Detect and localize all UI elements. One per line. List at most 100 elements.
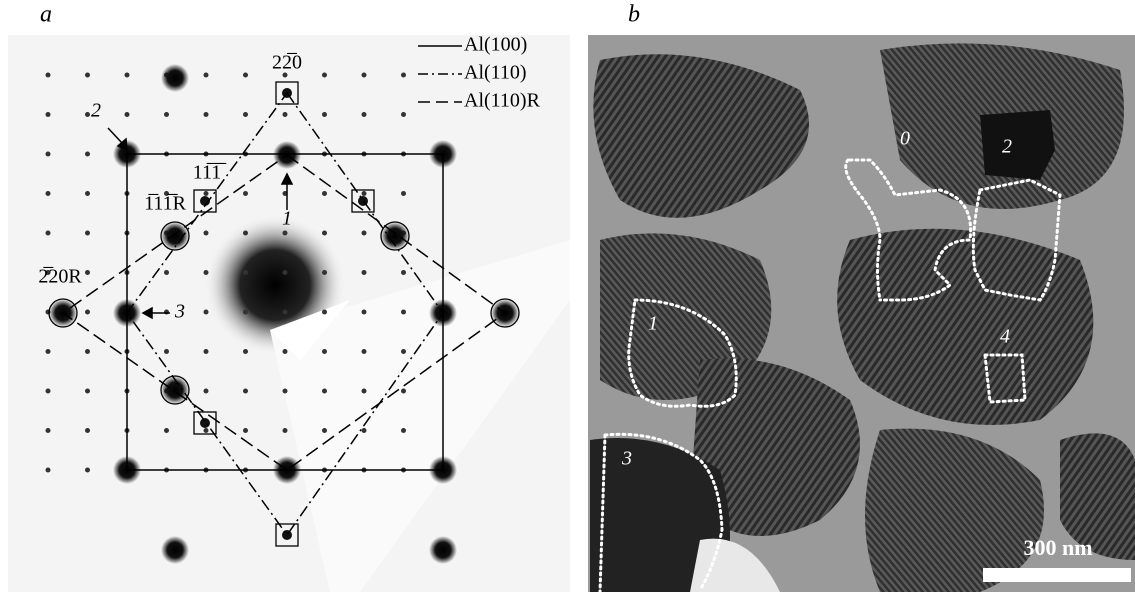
spot [401,191,406,196]
spot [362,73,367,78]
spot [85,468,90,473]
spot [85,112,90,117]
spot [362,310,367,315]
spot [401,389,406,394]
spot [125,112,130,117]
spot [204,428,209,433]
spot [46,349,51,354]
region-label: 3 [621,448,632,470]
region-label: 1 [648,313,658,335]
spot [362,231,367,236]
spot [401,112,406,117]
spot [46,73,51,78]
spot [85,191,90,196]
spot [204,389,209,394]
spot [283,349,288,354]
region-label: 2 [1002,136,1012,158]
legend-entry: Al(110) [464,62,527,84]
spot [362,428,367,433]
spot [322,389,327,394]
scale-bar [983,568,1131,582]
spot [401,270,406,275]
spot [322,428,327,433]
spot [243,191,248,196]
spot [125,73,130,78]
spot [322,231,327,236]
spot [85,73,90,78]
spot [401,428,406,433]
spot [401,310,406,315]
arrow-label: 3 [174,301,185,323]
spot [46,231,51,236]
spot [85,270,90,275]
arrow-label: 1 [282,208,292,230]
spot [243,270,248,275]
spot [204,270,209,275]
spot [161,536,189,564]
spot [283,270,288,275]
panel-label: a [40,2,52,28]
tem-image [588,35,1135,592]
figure: a Al(100) Al(110) Al(110)R 22̅0 11̅1̅ 1̅… [0,0,1135,592]
spot [243,389,248,394]
spot [283,428,288,433]
spot [401,349,406,354]
spot-label: 2̅20R [38,266,82,288]
spot [204,349,209,354]
spot [362,349,367,354]
spot [322,73,327,78]
spot [85,152,90,157]
spot [322,349,327,354]
spot [243,310,248,315]
spot [164,428,169,433]
spot [362,112,367,117]
spot [204,310,209,315]
spot [164,349,169,354]
scale-bar-label: 300 nm [1023,535,1092,560]
spot-label: 1̅11̅R [144,193,187,215]
spot [85,310,90,315]
spot [85,349,90,354]
spot [322,112,327,117]
spot [243,231,248,236]
spot [204,191,209,196]
spot [429,536,457,564]
spot [85,389,90,394]
spot [204,73,209,78]
spot [46,389,51,394]
spot [164,112,169,117]
spot [200,418,210,428]
spot [85,231,90,236]
spot [401,73,406,78]
spot [283,231,288,236]
spot [362,191,367,196]
arrow-label: 2 [91,100,101,122]
spot [283,389,288,394]
region-label: 4 [1000,326,1010,348]
spot [204,231,209,236]
spot [322,310,327,315]
spot [283,112,288,117]
spot [362,270,367,275]
spot [362,389,367,394]
spot [243,428,248,433]
legend-entry: Al(100) [464,34,527,56]
spot [46,152,51,157]
spot [161,64,189,92]
spot [283,310,288,315]
spot [46,428,51,433]
spot [46,468,51,473]
spot [204,112,209,117]
spot [282,530,292,540]
panel-label: b [628,2,640,28]
spot [46,112,51,117]
spot [243,112,248,117]
spot [322,270,327,275]
legend-entry: Al(110)R [464,90,541,112]
spot [46,191,51,196]
spot [243,349,248,354]
spot [243,73,248,78]
spot [85,428,90,433]
spot [322,191,327,196]
region-label: 0 [900,128,910,150]
